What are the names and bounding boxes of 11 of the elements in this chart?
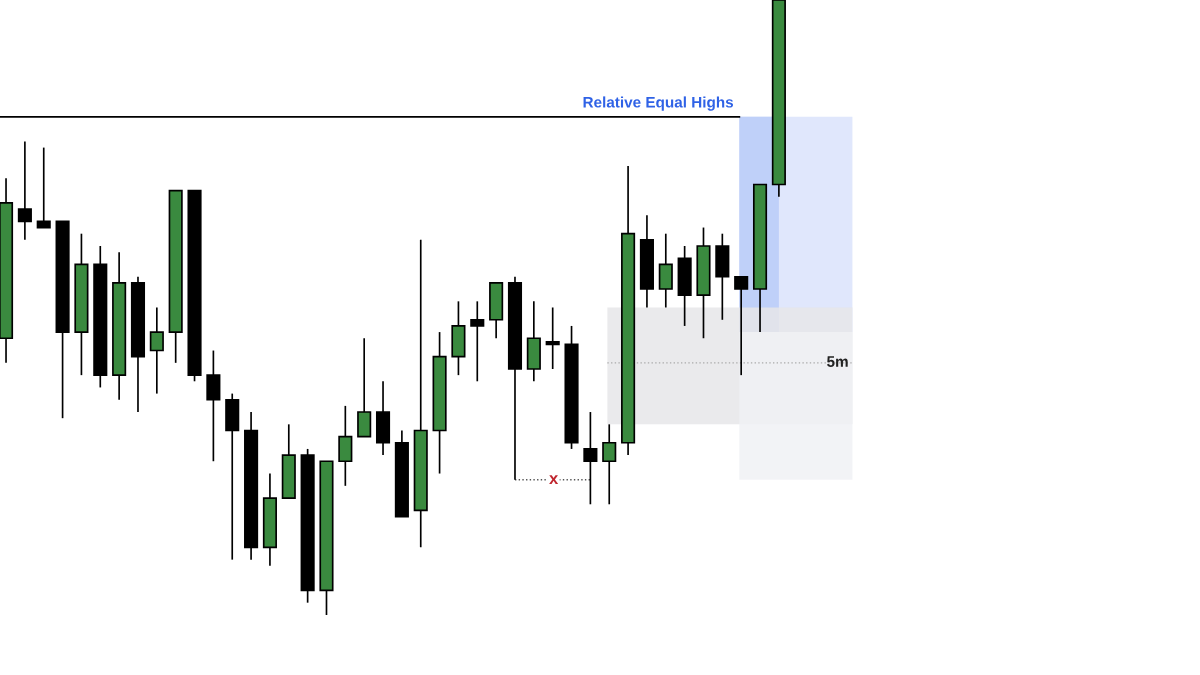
candlestick [734,275,749,376]
candlestick [36,146,51,229]
candlestick [602,423,617,506]
candlestick [545,306,560,370]
ref-line-label: Relative Equal Highs [583,96,734,111]
ref-line-label: 5m [827,356,848,367]
candlestick [149,306,164,395]
ref-line-label: x [549,475,559,484]
candlestick [470,300,485,383]
candlestick [17,140,32,241]
candlestick [583,411,598,506]
